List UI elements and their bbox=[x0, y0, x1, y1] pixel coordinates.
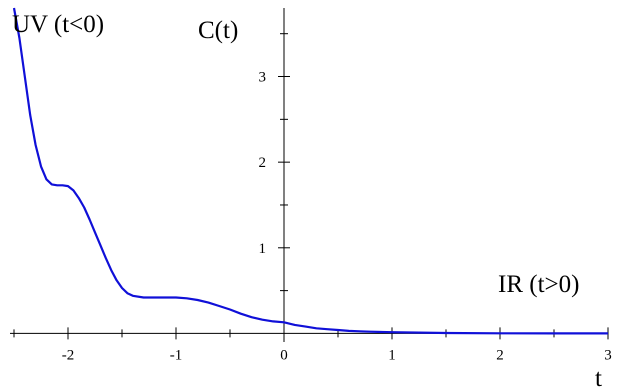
x-tick-label: -2 bbox=[62, 347, 75, 363]
series-layer bbox=[12, 7, 608, 335]
y-tick-label: 3 bbox=[259, 70, 267, 86]
x-tick-label: 0 bbox=[280, 347, 288, 363]
y-axis-ticks: 1 2 3 bbox=[259, 33, 290, 292]
x-axis-label: t bbox=[595, 365, 602, 390]
annotation-uv: UV (t<0) bbox=[12, 11, 104, 38]
x-tick-label: 2 bbox=[496, 347, 504, 363]
series-line-0 bbox=[12, 7, 608, 335]
x-tick-label: 1 bbox=[388, 347, 396, 363]
x-tick-label: -1 bbox=[170, 347, 183, 363]
x-tick-label: 3 bbox=[604, 347, 612, 363]
annotation-ir: IR (t>0) bbox=[498, 271, 579, 298]
y-axis-label: C(t) bbox=[198, 17, 238, 44]
y-tick-label: 2 bbox=[259, 155, 267, 171]
y-tick-label: 1 bbox=[259, 241, 267, 257]
